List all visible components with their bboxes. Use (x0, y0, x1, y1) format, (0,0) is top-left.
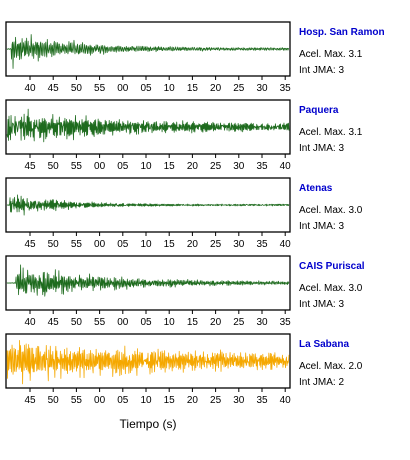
x-tick-label: 40 (24, 317, 36, 328)
x-tick-label: 10 (164, 317, 176, 328)
x-tick-label: 00 (94, 161, 106, 172)
waveform-trace (6, 108, 290, 143)
trace-panel-5: 45 50 55 00 05 10 15 20 25 30 35 40 La Sabana Acel. M… (5, 333, 363, 406)
waveform-trace (6, 264, 290, 297)
station-name: Hosp. San Ramon (299, 27, 385, 38)
station-name: La Sabana (299, 339, 349, 350)
trace-panel-1: 40 45 50 55 00 05 10 15 20 25 30 35 Hosp. San Ramon A… (5, 21, 385, 94)
x-tick-label: 30 (233, 395, 245, 406)
x-tick-label: 15 (164, 395, 176, 406)
x-tick-label: 35 (256, 395, 268, 406)
waveform-trace (6, 194, 290, 216)
x-tick-label: 30 (233, 161, 245, 172)
trace-panel-3: 45 50 55 00 05 10 15 20 25 30 35 40 Atenas Acel. Max.… (5, 177, 363, 250)
x-tick-label: 30 (233, 239, 245, 250)
x-tick-label: 00 (117, 83, 129, 94)
x-tick-label: 50 (71, 83, 83, 94)
max-acceleration: Acel. Max. 3.1 (299, 127, 363, 138)
jma-intensity: Int JMA: 2 (299, 377, 344, 388)
x-tick-label: 30 (256, 83, 268, 94)
x-tick-label: 45 (24, 395, 36, 406)
plot-frame (5, 21, 291, 77)
x-tick-label: 15 (164, 161, 176, 172)
x-tick-label: 05 (117, 395, 129, 406)
x-tick-label: 05 (117, 239, 129, 250)
x-tick-label: 05 (117, 161, 129, 172)
x-tick-label: 15 (164, 239, 176, 250)
x-tick-label: 20 (210, 317, 222, 328)
x-tick-label: 40 (280, 161, 292, 172)
x-tick-label: 10 (140, 395, 152, 406)
plot-frame (5, 99, 291, 155)
x-tick-label: 20 (187, 239, 199, 250)
jma-intensity: Int JMA: 3 (299, 65, 344, 76)
x-tick-label: 15 (187, 83, 199, 94)
station-name: Atenas (299, 183, 333, 194)
x-tick-label: 30 (256, 317, 268, 328)
x-tick-label: 00 (117, 317, 129, 328)
x-tick-label: 40 (24, 83, 36, 94)
station-name: CAIS Puriscal (299, 261, 365, 272)
x-tick-label: 10 (140, 161, 152, 172)
x-tick-label: 00 (94, 395, 106, 406)
x-tick-label: 10 (140, 239, 152, 250)
jma-intensity: Int JMA: 3 (299, 143, 344, 154)
x-tick-label: 55 (94, 317, 106, 328)
max-acceleration: Acel. Max. 3.0 (299, 283, 363, 294)
x-tick-label: 55 (71, 239, 83, 250)
x-tick-label: 05 (140, 317, 152, 328)
x-tick-label: 35 (256, 239, 268, 250)
x-tick-label: 20 (210, 83, 222, 94)
x-tick-label: 50 (48, 239, 60, 250)
waveform-trace (6, 339, 290, 385)
x-tick-label: 50 (71, 317, 83, 328)
x-tick-label: 25 (233, 317, 245, 328)
jma-intensity: Int JMA: 3 (299, 299, 344, 310)
x-tick-label: 55 (71, 395, 83, 406)
jma-intensity: Int JMA: 3 (299, 221, 344, 232)
trace-panel-2: 45 50 55 00 05 10 15 20 25 30 35 40 Paquera Acel. Max… (5, 99, 363, 172)
trace-panel-4: 40 45 50 55 00 05 10 15 20 25 30 35 CAIS Puriscal Ace… (5, 255, 365, 328)
plot-frame (5, 255, 291, 311)
x-tick-label: 35 (256, 161, 268, 172)
max-acceleration: Acel. Max. 3.0 (299, 205, 363, 216)
x-tick-label: 20 (187, 395, 199, 406)
x-tick-label: 55 (94, 83, 106, 94)
x-tick-label: 25 (210, 395, 222, 406)
max-acceleration: Acel. Max. 2.0 (299, 361, 363, 372)
x-tick-label: 25 (210, 161, 222, 172)
max-acceleration: Acel. Max. 3.1 (299, 49, 363, 60)
x-tick-label: 35 (280, 317, 292, 328)
x-axis-label: Tiempo (s) (120, 417, 177, 431)
x-tick-label: 15 (187, 317, 199, 328)
x-tick-label: 40 (280, 395, 292, 406)
plot-frame (5, 333, 291, 389)
x-tick-label: 45 (48, 83, 60, 94)
x-tick-label: 40 (280, 239, 292, 250)
x-tick-label: 45 (48, 317, 60, 328)
x-tick-label: 00 (94, 239, 106, 250)
x-tick-label: 05 (140, 83, 152, 94)
waveform-trace (6, 34, 290, 69)
x-tick-label: 25 (210, 239, 222, 250)
x-tick-label: 55 (71, 161, 83, 172)
x-tick-label: 50 (48, 395, 60, 406)
x-tick-label: 20 (187, 161, 199, 172)
plot-frame (5, 177, 291, 233)
x-tick-label: 45 (24, 161, 36, 172)
x-tick-label: 35 (280, 83, 292, 94)
x-tick-label: 45 (24, 239, 36, 250)
station-name: Paquera (299, 105, 339, 116)
x-tick-label: 10 (164, 83, 176, 94)
x-tick-label: 50 (48, 161, 60, 172)
x-tick-label: 25 (233, 83, 245, 94)
